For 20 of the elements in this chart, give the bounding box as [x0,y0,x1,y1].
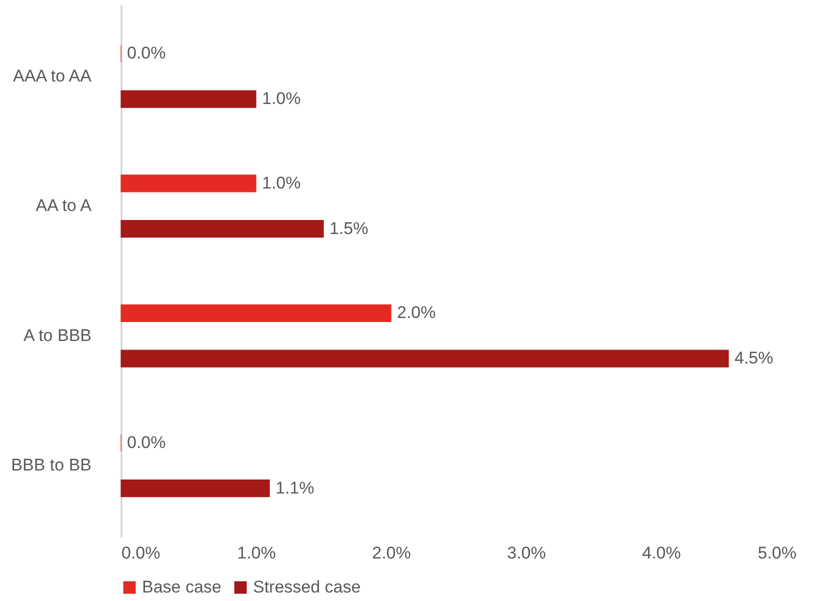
x-tick-label: 3.0% [507,544,546,562]
data-label: 4.5% [734,348,774,368]
data-label: 1.0% [262,89,301,108]
x-tick-label: 0.0% [122,544,160,562]
legend-label: Stressed case [253,578,361,597]
data-label: 0.0% [127,44,166,63]
data-label: 2.0% [397,303,436,322]
data-label: 1.5% [330,218,368,238]
data-label: 1.0% [262,173,301,192]
y-tick-label: AAA to AA [13,66,92,86]
y-tick-label: A to BBB [23,326,92,345]
x-tick-label: 2.0% [372,544,411,562]
y-tick-label: BBB to BB [11,456,92,475]
legend-label: Base case [142,578,222,597]
x-tick-label: 4.0% [642,544,681,562]
x-tick-label: 5.0% [758,544,796,562]
x-tick-label: 1.0% [237,544,276,562]
y-tick-label: AA to A [36,196,92,216]
data-label: 0.0% [127,432,166,452]
data-label: 1.1% [276,478,314,498]
